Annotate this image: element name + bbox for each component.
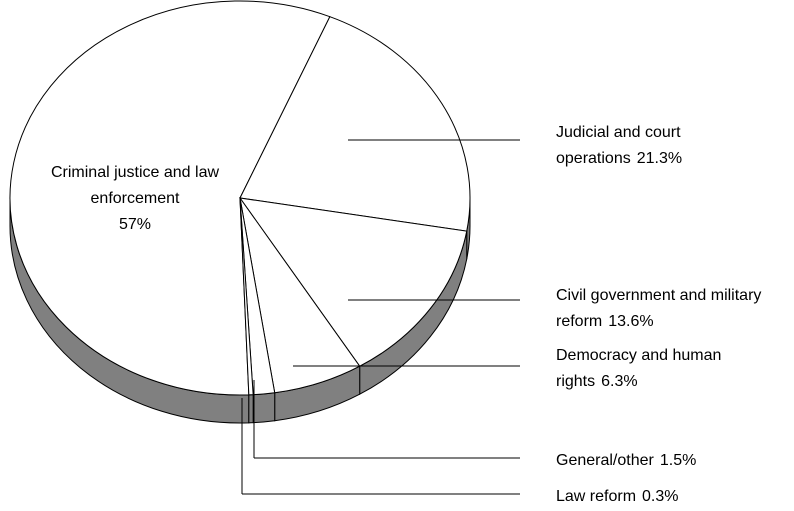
slice-side [252, 392, 276, 424]
leader-lines [241, 139, 520, 495]
label-name: Law reform [556, 488, 637, 505]
label-value: 6.3% [601, 373, 638, 390]
slice-label: Criminal justice and law enforcement 57% [30, 160, 240, 238]
slice [9, 0, 331, 396]
slice [239, 16, 471, 232]
label-name: Civil government and military reform [556, 287, 762, 330]
pie-tops [9, 0, 471, 396]
label-value: 13.6% [608, 313, 654, 330]
label-name: Judicial and court operations [556, 124, 681, 167]
slice-label: Civil government and military reform 13.6… [556, 283, 781, 335]
slice-label: Law reform 0.3% [556, 484, 786, 510]
slice [239, 197, 254, 396]
slice-side [248, 394, 254, 424]
slice-label: Democracy and human rights 6.3% [556, 343, 786, 395]
label-value: 1.5% [659, 452, 697, 469]
label-name: Democracy and human rights [556, 347, 722, 390]
label-name: General/other [556, 452, 654, 469]
slice-label: Judicial and court operations 21.3% [556, 120, 731, 172]
label-name: Criminal justice and law enforcement [50, 164, 220, 207]
slice [238, 197, 468, 367]
label-value: 0.3% [642, 488, 679, 505]
label-value: 57% [118, 216, 152, 233]
label-value: 21.3% [636, 150, 683, 167]
slice-label: General/other 1.5% [556, 448, 786, 474]
